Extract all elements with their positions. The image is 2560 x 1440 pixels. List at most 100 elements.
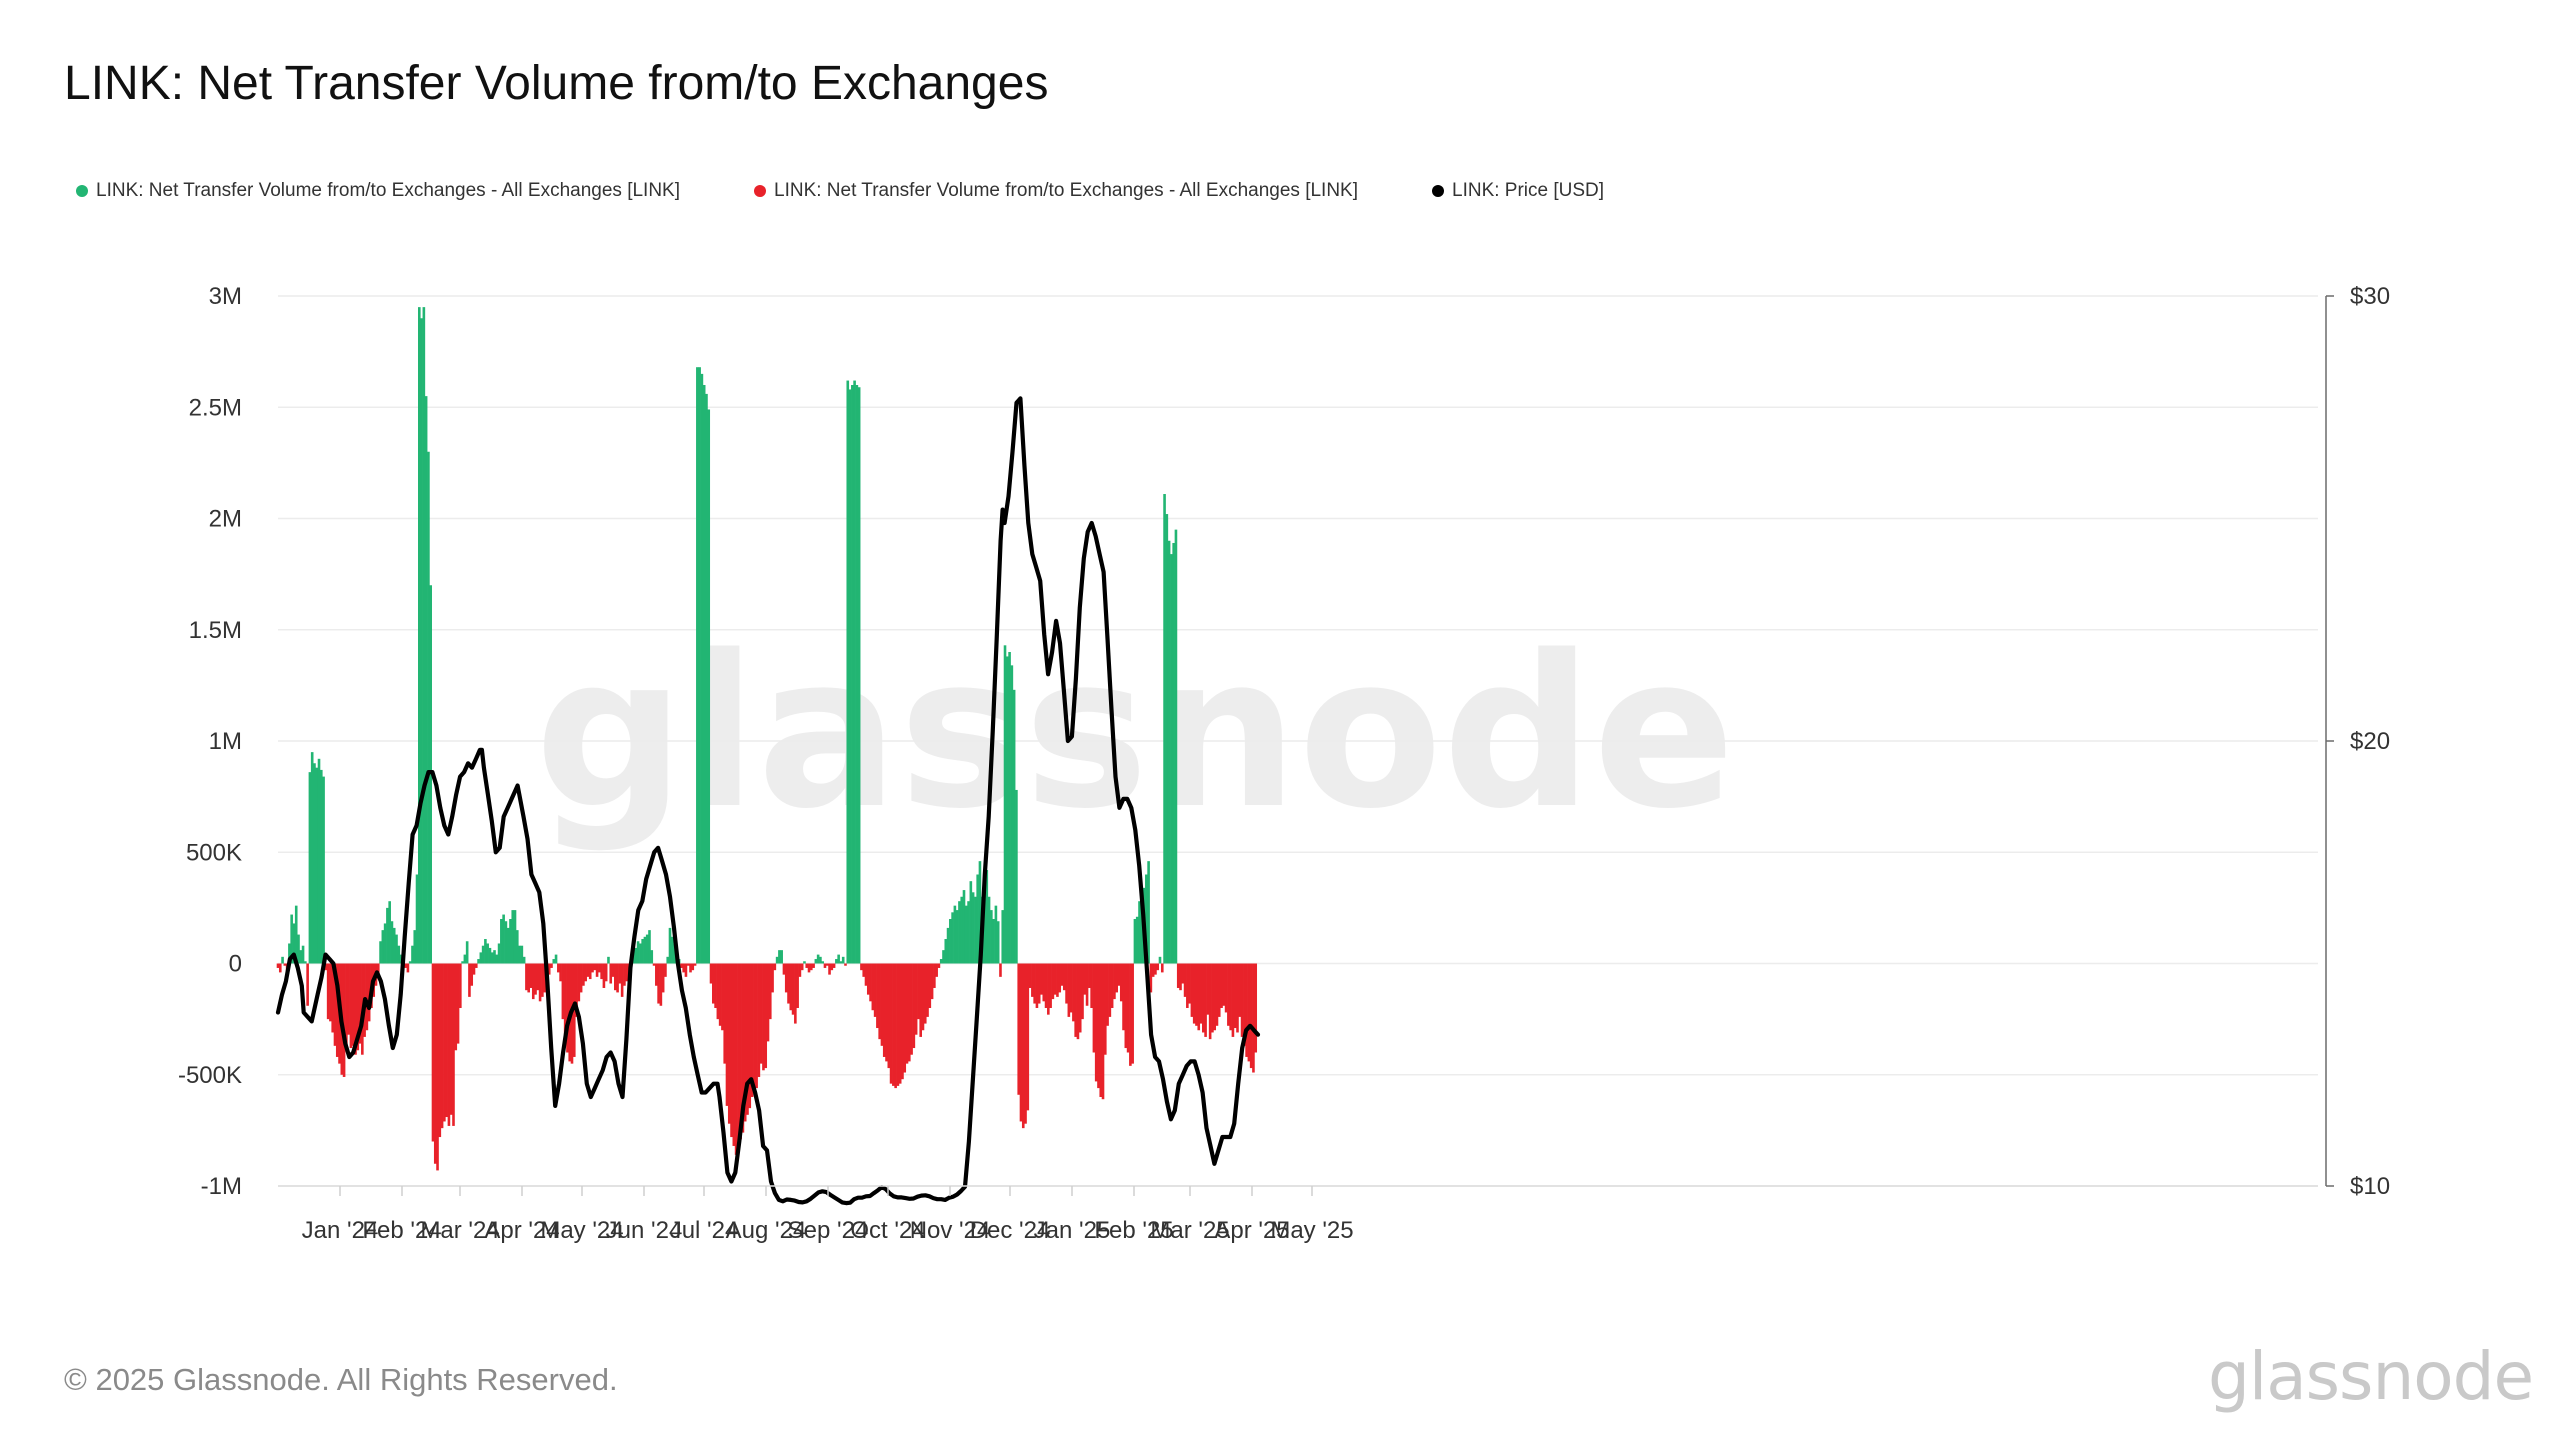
legend-item-inflow[interactable]: LINK: Net Transfer Volume from/to Exchan… bbox=[76, 180, 680, 202]
volume-bar bbox=[643, 936, 647, 964]
volume-bar bbox=[1215, 963, 1219, 1026]
volume-bar bbox=[753, 963, 756, 1089]
volume-bar bbox=[1208, 963, 1212, 1040]
x-tick-label: Jan '25 bbox=[1034, 1217, 1111, 1244]
volume-bar bbox=[768, 963, 772, 1020]
volume-bar bbox=[588, 963, 592, 980]
volume-bar bbox=[472, 963, 476, 975]
volume-bar bbox=[844, 963, 847, 966]
volume-bar bbox=[712, 963, 715, 1004]
legend-item-price[interactable]: LINK: Price [USD] bbox=[1432, 180, 1604, 202]
volume-bar bbox=[1160, 963, 1164, 973]
volume-bar bbox=[575, 963, 578, 1017]
volume-bar bbox=[342, 963, 346, 1077]
volume-bar bbox=[1190, 963, 1194, 1017]
volume-bar bbox=[1113, 963, 1116, 1000]
volume-bar bbox=[825, 963, 829, 966]
volume-bar bbox=[800, 963, 804, 971]
volume-bars bbox=[276, 307, 1258, 1171]
volume-bar bbox=[1006, 656, 1009, 964]
volume-bar bbox=[600, 963, 603, 980]
glassnode-logo: glassnode bbox=[2208, 1338, 2534, 1415]
volume-bar bbox=[939, 959, 943, 964]
volume-bar bbox=[1151, 963, 1155, 977]
volume-bar bbox=[898, 963, 902, 1084]
volume-bar bbox=[313, 763, 316, 964]
volume-bar bbox=[317, 758, 321, 964]
volume-bar bbox=[955, 910, 959, 964]
volume-bar bbox=[607, 956, 610, 964]
volume-bar bbox=[522, 956, 526, 964]
volume-bar bbox=[436, 963, 439, 1171]
volume-bar bbox=[411, 945, 414, 964]
volume-bar bbox=[648, 930, 651, 964]
x-tick-label: Aug '24 bbox=[726, 1217, 807, 1244]
volume-bar bbox=[864, 963, 868, 986]
volume-bar bbox=[559, 963, 562, 982]
volume-bar bbox=[655, 963, 658, 986]
volume-bar bbox=[794, 963, 797, 1024]
volume-bar bbox=[684, 963, 688, 977]
volume-bar bbox=[623, 963, 626, 986]
volume-bar bbox=[1119, 963, 1123, 1002]
volume-bar bbox=[962, 890, 966, 964]
volume-bar bbox=[566, 963, 569, 1053]
volume-bar bbox=[440, 963, 444, 1129]
volume-bar bbox=[908, 963, 911, 1062]
volume-bar bbox=[718, 963, 722, 1026]
volume-bar bbox=[698, 367, 701, 964]
volume-bar bbox=[413, 930, 417, 964]
volume-bar bbox=[618, 963, 622, 984]
volume-bar bbox=[306, 963, 309, 1006]
volume-bar bbox=[709, 963, 713, 984]
chart-title: LINK: Net Transfer Volume from/to Exchan… bbox=[64, 57, 1049, 110]
volume-bar bbox=[320, 769, 323, 964]
volume-bar bbox=[304, 961, 307, 964]
volume-bar bbox=[347, 963, 350, 1035]
volume-bar bbox=[1037, 963, 1041, 1004]
volume-bar bbox=[1053, 963, 1057, 995]
volume-bar bbox=[1172, 542, 1175, 964]
volume-bar bbox=[819, 956, 822, 964]
x-tick-label: Apr '25 bbox=[1214, 1217, 1289, 1244]
volume-bar bbox=[497, 943, 501, 964]
volume-bar bbox=[611, 963, 615, 977]
volume-bar bbox=[798, 963, 802, 977]
volume-bar bbox=[1240, 963, 1244, 1037]
legend-item-outflow[interactable]: LINK: Net Transfer Volume from/to Exchan… bbox=[754, 180, 1358, 202]
volume-bar bbox=[484, 939, 487, 964]
volume-bar bbox=[367, 963, 371, 1022]
legend-label-inflow: LINK: Net Transfer Volume from/to Exchan… bbox=[96, 180, 680, 201]
volume-bar bbox=[513, 910, 517, 964]
volume-bar bbox=[415, 874, 419, 964]
volume-bar bbox=[1167, 540, 1171, 964]
volume-bar bbox=[1067, 963, 1071, 1017]
volume-bar bbox=[1044, 963, 1048, 1008]
volume-bar bbox=[1085, 963, 1089, 1006]
volume-bar bbox=[1115, 963, 1118, 993]
volume-bar bbox=[821, 961, 824, 964]
volume-bar bbox=[477, 959, 480, 964]
volume-bar bbox=[294, 905, 298, 964]
volume-bar bbox=[495, 954, 499, 964]
volume-bar bbox=[1062, 963, 1066, 991]
volume-bar bbox=[816, 954, 820, 964]
volume-bar bbox=[1243, 963, 1246, 1046]
volume-bar bbox=[903, 963, 907, 1073]
volume-bar bbox=[454, 963, 458, 1051]
volume-bar bbox=[1012, 689, 1016, 964]
volume-bar bbox=[796, 963, 799, 1008]
volume-bar bbox=[705, 393, 708, 964]
price-line-group bbox=[275, 396, 1261, 1206]
volume-bar bbox=[381, 930, 385, 964]
volume-bar bbox=[1122, 963, 1125, 1031]
volume-bar bbox=[547, 963, 551, 975]
volume-bar bbox=[1192, 963, 1196, 1024]
volume-bar bbox=[721, 963, 724, 1031]
volume-bar bbox=[741, 963, 745, 1133]
volume-bar bbox=[531, 963, 535, 1000]
volume-bar bbox=[518, 945, 521, 964]
volume-bar bbox=[755, 963, 758, 1089]
volume-bar bbox=[1099, 963, 1103, 1097]
volume-bar bbox=[1254, 963, 1258, 1053]
